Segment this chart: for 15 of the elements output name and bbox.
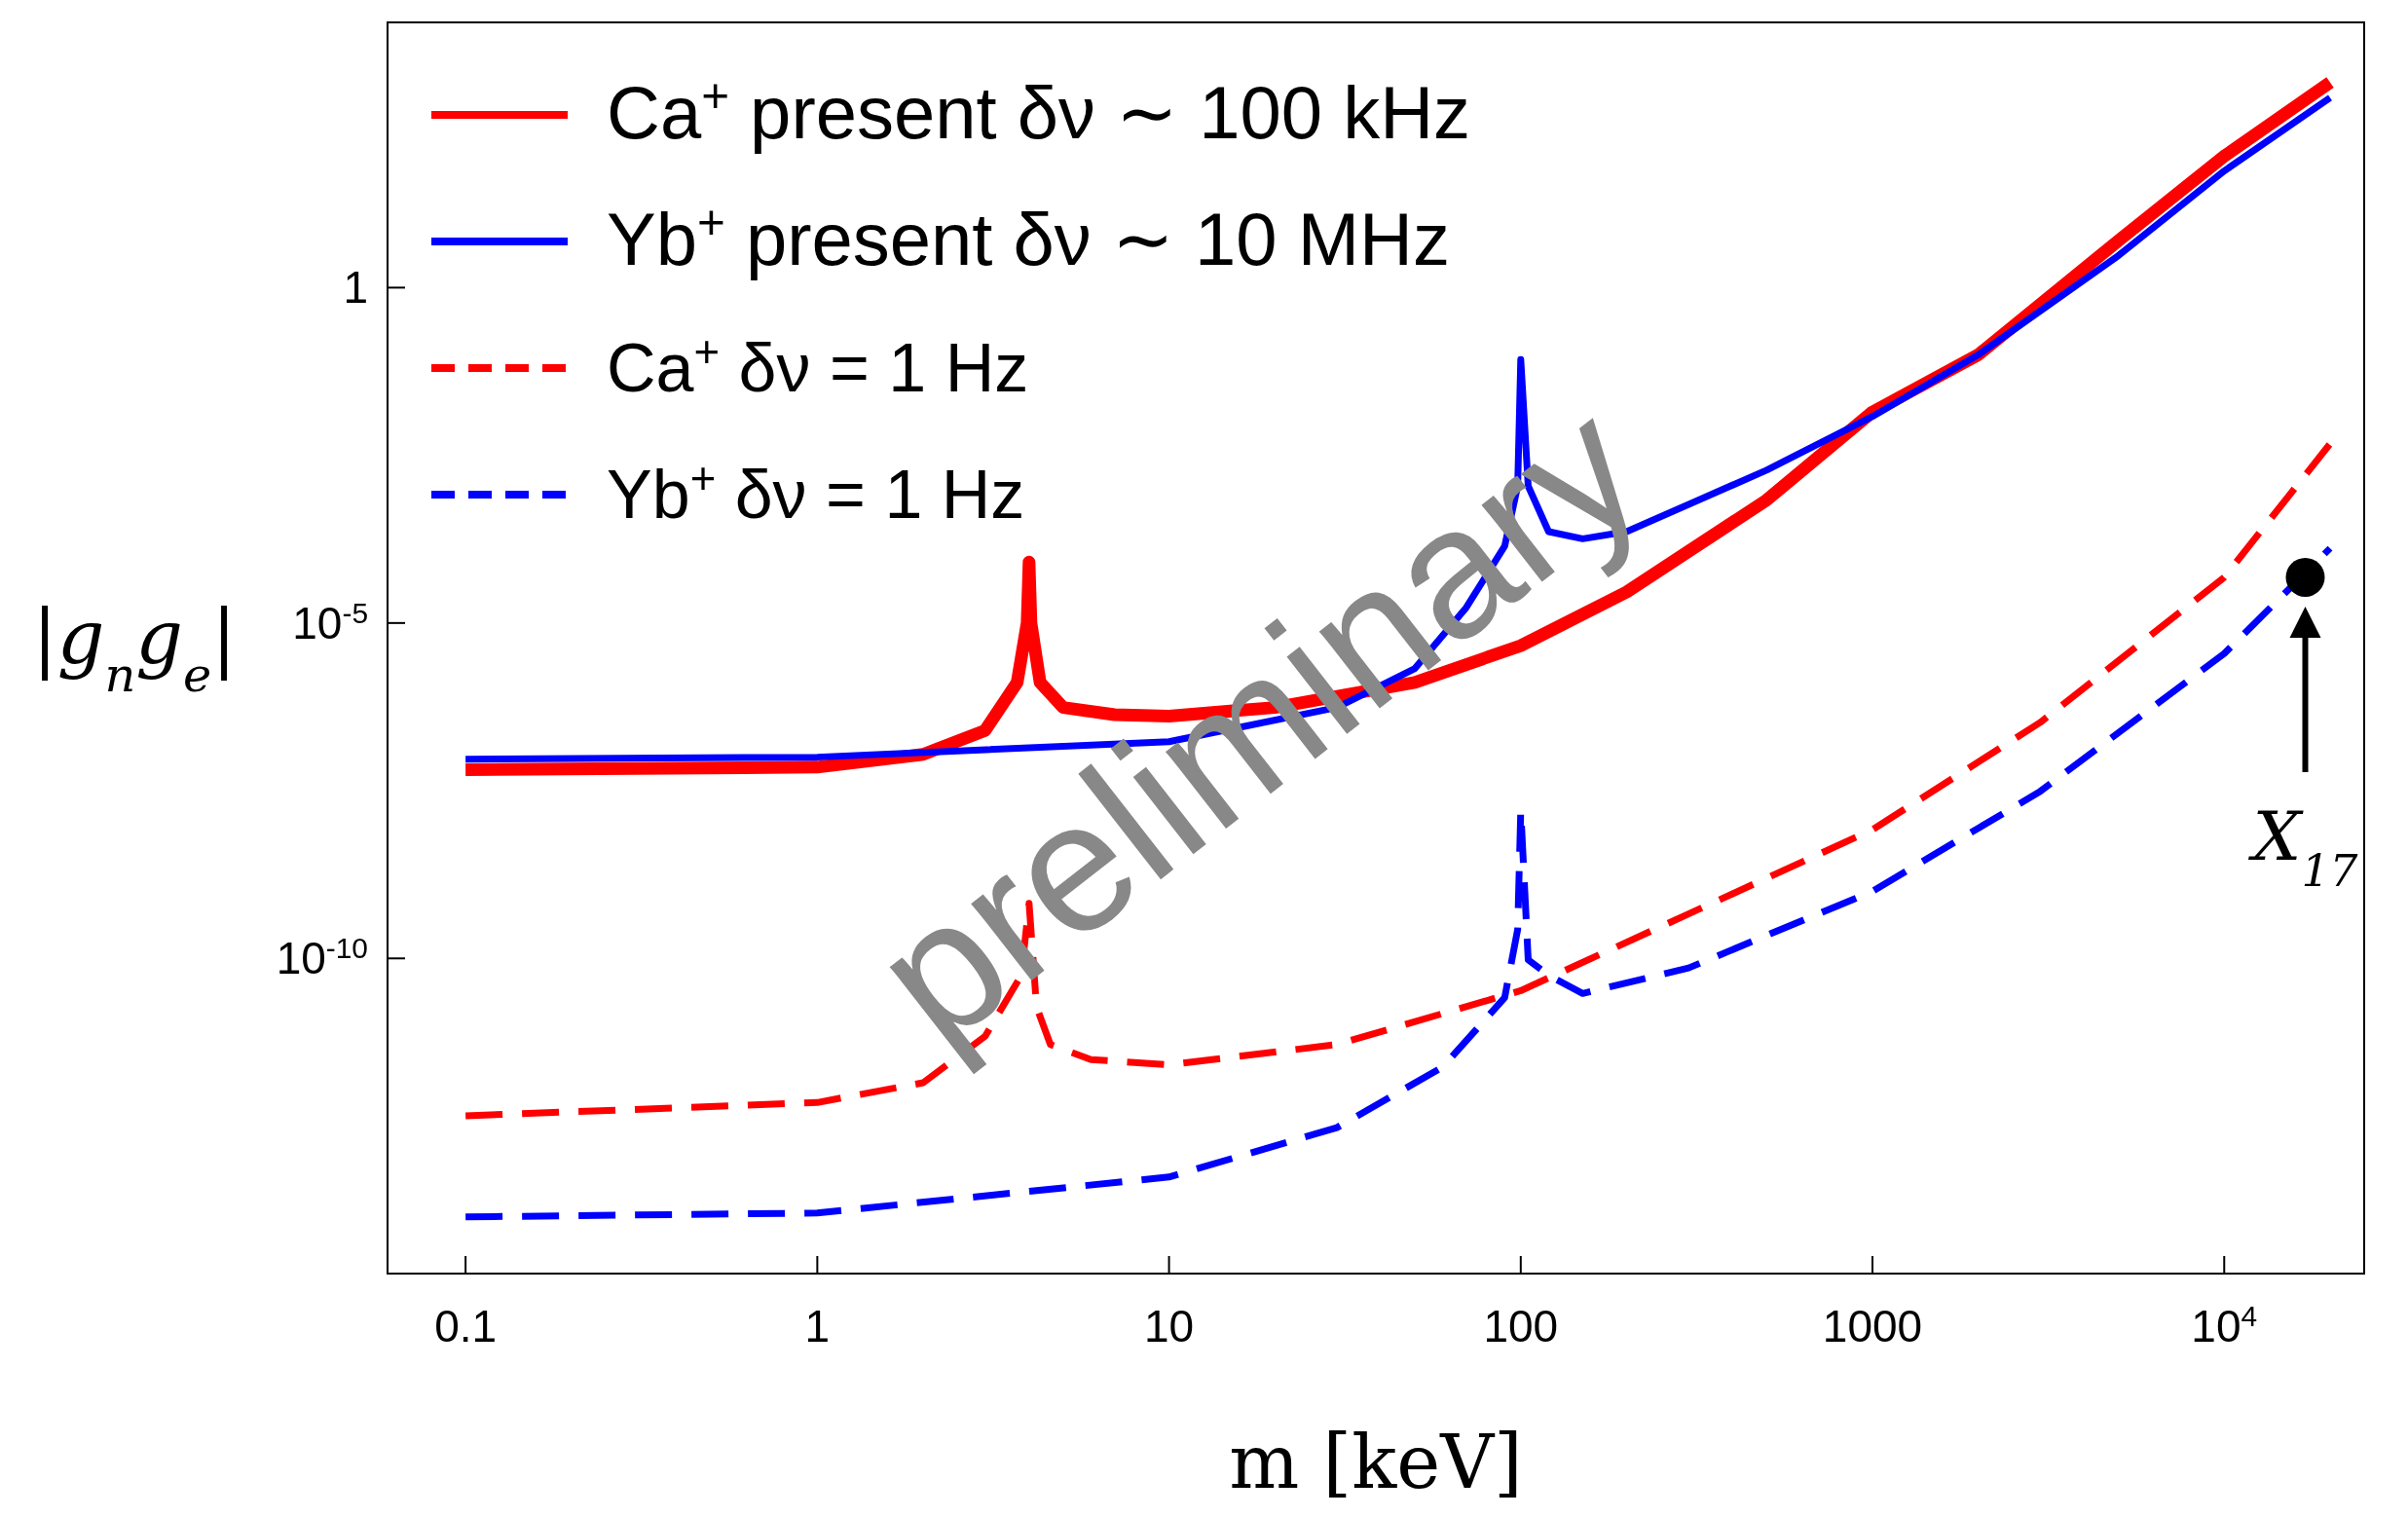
- annotation: X$_{17}$: [2247, 796, 2358, 897]
- x-tick-label: 1000: [1822, 1301, 1923, 1351]
- x-axis-title: m [keV]: [1229, 1419, 1523, 1505]
- x-tick-label: 10: [1144, 1301, 1195, 1351]
- legend-label: Ca$^{+}$ present δν ∼ 100 kHz: [607, 67, 1471, 154]
- x-tick-label: 1: [804, 1301, 831, 1351]
- legend-label: Yb$^{+}$ present δν ∼ 10 MHz: [607, 194, 1450, 280]
- y-tick-label: 10$^{-5}$: [292, 596, 368, 648]
- legend-label: Ca$^{+}$ δν = 1 Hz: [607, 326, 1029, 406]
- x-tick-label: 0.1: [434, 1301, 498, 1351]
- y-tick-label: 1: [343, 262, 368, 314]
- y-axis-title: |g$_{n}$g$_{e}$|: [32, 593, 237, 703]
- x-tick-label: 10$^{4}$: [2191, 1299, 2258, 1351]
- x-tick-label: 100: [1483, 1301, 1559, 1351]
- y-tick-label: 10$^{-10}$: [276, 931, 368, 984]
